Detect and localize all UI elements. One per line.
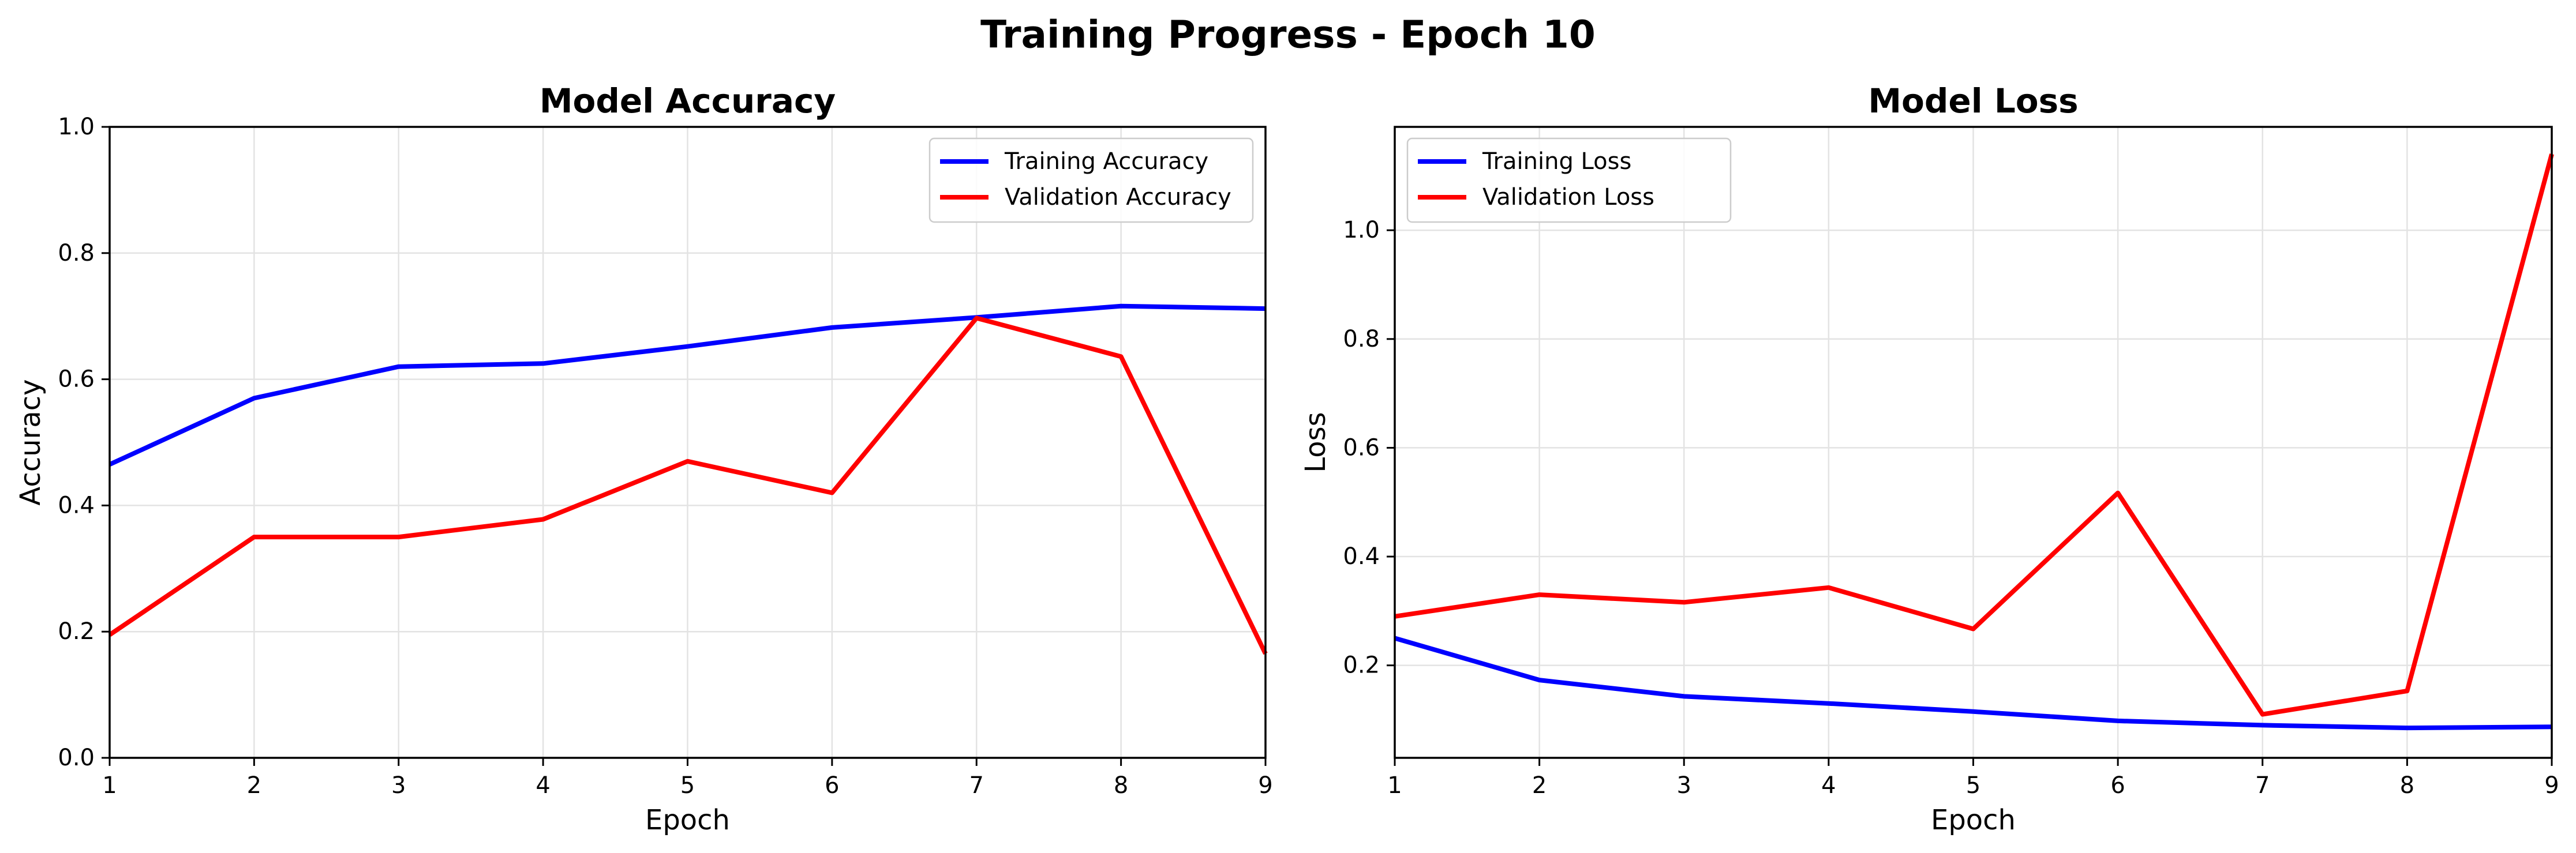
accuracy-legend-label-training-accuracy: Training Accuracy — [1004, 148, 1208, 175]
loss-x-axis-label: Epoch — [1931, 804, 2016, 836]
loss-legend-label-training-loss: Training Loss — [1482, 148, 1631, 175]
loss-y-tick-label: 0.6 — [1343, 434, 1380, 461]
accuracy-x-tick-label: 9 — [1258, 772, 1272, 799]
accuracy-x-tick-label: 2 — [247, 772, 261, 799]
accuracy-y-axis-label: Accuracy — [14, 379, 47, 505]
accuracy-x-tick-label: 6 — [825, 772, 839, 799]
loss-x-tick-label: 4 — [1821, 772, 1836, 799]
loss-x-tick-label: 8 — [2400, 772, 2414, 799]
accuracy-x-tick-label: 5 — [680, 772, 695, 799]
loss-y-tick-label: 1.0 — [1343, 217, 1380, 243]
loss-legend-label-validation-loss: Validation Loss — [1482, 184, 1654, 211]
loss-legend: Training Loss Validation Loss — [1406, 137, 1732, 223]
accuracy-legend: Training Accuracy Validation Accuracy — [928, 137, 1254, 223]
loss-x-tick-label: 5 — [1966, 772, 1980, 799]
loss-y-tick-label: 0.8 — [1343, 326, 1380, 352]
figure-title: Training Progress - Epoch 10 — [980, 13, 1596, 57]
accuracy-y-tick-label: 0.2 — [58, 618, 95, 645]
loss-chart-title: Model Loss — [1868, 81, 2078, 121]
accuracy-x-tick-label: 8 — [1114, 772, 1128, 799]
accuracy-legend-label-validation-accuracy: Validation Accuracy — [1005, 184, 1231, 211]
accuracy-x-axis-label: Epoch — [645, 804, 730, 836]
accuracy-series-validation-accuracy — [108, 315, 1268, 655]
accuracy-y-tick-label: 0.4 — [58, 492, 95, 518]
loss-chart: 1 2 3 4 5 6 7 8 9 0.2 0.4 0.6 0.8 1.0 Model Loss Epoch L… — [1300, 81, 2559, 836]
loss-x-tick-label: 2 — [1532, 772, 1547, 799]
accuracy-y-tick-label: 0.8 — [58, 240, 95, 266]
loss-y-axis-label: Loss — [1300, 412, 1332, 472]
accuracy-chart: 1 2 3 4 5 6 7 8 9 0.0 0.2 0.4 0.6 0.8 1.0 Model Accurac… — [14, 81, 1273, 836]
accuracy-y-tick-label: 1.0 — [58, 114, 95, 140]
accuracy-chart-title: Model Accuracy — [540, 81, 836, 121]
loss-x-tick-label: 3 — [1677, 772, 1691, 799]
loss-x-tick-label: 1 — [1387, 772, 1402, 799]
accuracy-y-tick-label: 0.6 — [58, 366, 95, 393]
loss-y-tick-label: 0.4 — [1343, 543, 1380, 570]
accuracy-legend-frame — [928, 137, 1254, 223]
loss-series-training-loss — [1394, 636, 2552, 731]
loss-legend-frame — [1406, 137, 1732, 223]
loss-y-tick-label: 0.2 — [1343, 652, 1380, 679]
loss-series-validation-loss — [1394, 153, 2554, 717]
loss-x-tick-label: 9 — [2544, 772, 2559, 799]
accuracy-x-tick-label: 7 — [969, 772, 984, 799]
accuracy-x-tick-label: 3 — [391, 772, 406, 799]
accuracy-y-tick-label: 0.0 — [58, 745, 95, 771]
accuracy-series-training-accuracy — [108, 303, 1266, 467]
accuracy-x-tick-label: 1 — [102, 772, 117, 799]
accuracy-x-tick-label: 4 — [536, 772, 550, 799]
loss-x-tick-label: 7 — [2255, 772, 2270, 799]
loss-x-tick-label: 6 — [2110, 772, 2125, 799]
